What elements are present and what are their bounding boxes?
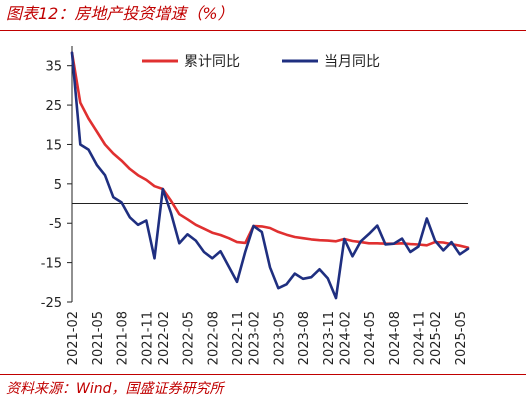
x-tick-label: 2021-05: [91, 311, 106, 365]
x-tick-label: 2022-05: [182, 311, 197, 365]
y-tick-label: -25: [41, 296, 62, 311]
series-layer: [70, 51, 470, 300]
x-tick-label: 2021-02: [66, 311, 81, 365]
x-axis: 2021-02 2021-05 2021-08 2021-11 2022-02 2022-…: [66, 311, 469, 365]
x-tick-label: 2023-11: [322, 311, 337, 365]
x-tick-label: 2023-02: [248, 311, 263, 365]
y-tick-label: 5: [54, 178, 62, 193]
title-rule: [0, 30, 526, 31]
y-axis: 35 25 15 5 -5 -15 -25: [41, 46, 73, 311]
series-monthly-line-group: [70, 51, 470, 300]
x-tick-label: 2022-02: [157, 311, 172, 365]
legend-label: 当月同比: [324, 54, 380, 70]
source-rule: [0, 374, 526, 375]
y-tick-label: 15: [45, 138, 62, 153]
x-tick-label: 2024-02: [338, 311, 353, 365]
x-tick-label: 2025-05: [454, 311, 469, 365]
legend: 累计同比 当月同比: [142, 54, 380, 70]
x-tick-label: 2024-08: [388, 311, 403, 365]
x-tick-label: 2023-05: [272, 311, 287, 365]
x-tick-label: 2022-08: [206, 311, 221, 365]
x-tick-label: 2022-11: [231, 311, 246, 365]
source-note: 资料来源：Wind，国盛证券研究所: [6, 381, 224, 397]
x-tick-label: 2021-11: [140, 311, 155, 365]
series-monthly-line: [70, 51, 470, 300]
x-tick-label: 2024-11: [413, 311, 428, 365]
x-tick-label: 2025-02: [429, 311, 444, 365]
x-tick-label: 2021-08: [116, 311, 131, 365]
y-tick-label: -5: [49, 217, 62, 232]
legend-label: 累计同比: [184, 54, 240, 70]
y-tick-label: 35: [45, 60, 62, 75]
figure-title: 图表12：房地产投资增速（%）: [6, 4, 234, 23]
y-tick-label: -15: [41, 257, 62, 272]
y-tick-label: 25: [45, 99, 62, 114]
x-tick-label: 2023-08: [297, 311, 312, 365]
x-tick-label: 2024-05: [363, 311, 378, 365]
